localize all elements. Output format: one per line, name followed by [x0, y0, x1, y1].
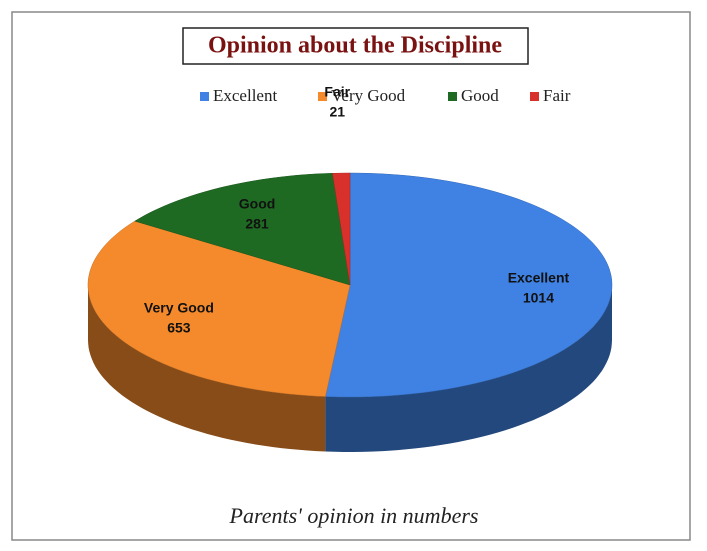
pie-slice [134, 173, 351, 286]
pie-side [325, 285, 612, 452]
legend-swatch [200, 92, 209, 101]
data-label-value: 281 [245, 216, 269, 232]
title-box [182, 27, 529, 65]
pie-slice [87, 220, 351, 397]
data-label-value: 1014 [523, 289, 554, 305]
data-label-name: Very Good [144, 300, 214, 316]
pie-side [88, 285, 326, 452]
legend-label: Excellent [213, 86, 277, 105]
legend-label: Good [461, 86, 499, 105]
data-label-name: Fair [324, 83, 350, 99]
data-label-value: 21 [329, 103, 345, 119]
data-label-value: 653 [167, 320, 191, 336]
legend-label: Fair [543, 86, 571, 105]
caption: Parents' opinion in numbers [229, 503, 479, 528]
legend-swatch [318, 92, 327, 101]
data-label-name: Excellent [508, 269, 570, 285]
chart-title: Opinion about the Discipline [208, 33, 502, 59]
legend-swatch [530, 92, 539, 101]
pie-slice [332, 172, 351, 286]
data-label-name: Good [239, 196, 276, 212]
pie-slice [325, 172, 613, 398]
legend-swatch [448, 92, 457, 101]
legend-label: Very Good [331, 86, 406, 105]
